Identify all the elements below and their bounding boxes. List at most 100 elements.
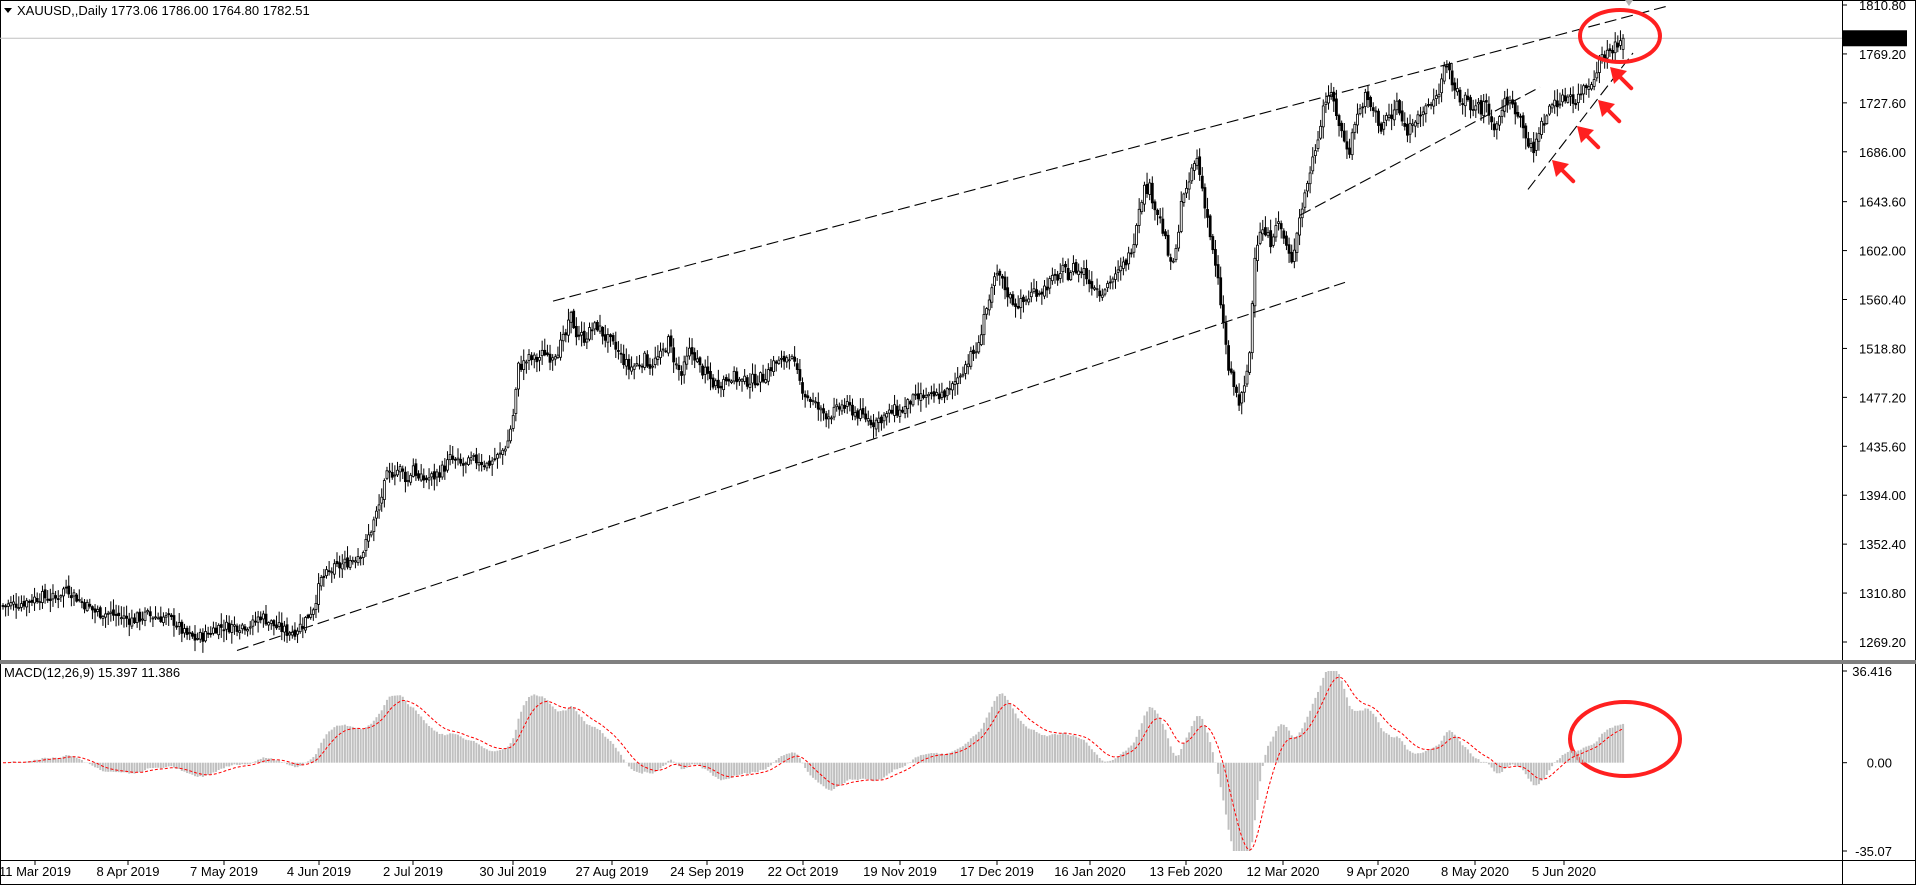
candle-body: [1492, 123, 1496, 131]
candle-body: [1495, 123, 1499, 130]
candle-body: [477, 462, 481, 466]
candle-body: [1177, 231, 1181, 249]
candle-body: [1576, 93, 1580, 104]
candle-body: [548, 353, 552, 363]
candle-body: [467, 457, 470, 465]
red-arrow-icon-head: [1552, 160, 1569, 177]
candle-body: [627, 358, 631, 370]
candle-body: [490, 460, 494, 465]
candle-body: [1240, 392, 1244, 404]
candle-body: [1256, 244, 1259, 262]
candle-body: [1303, 192, 1307, 208]
candle-body: [304, 617, 307, 631]
candle-body: [330, 571, 334, 574]
candle-body: [630, 366, 633, 372]
candle-body: [874, 419, 878, 430]
upper-channel-trendline: [552, 5, 1669, 302]
candle-body: [1119, 265, 1123, 272]
candle-body: [496, 454, 499, 459]
candle-body: [1519, 115, 1522, 118]
candle-body: [456, 457, 460, 461]
candle-body: [727, 378, 731, 382]
candle-body: [1164, 231, 1167, 237]
candle-body: [1421, 111, 1425, 116]
candle-body: [927, 393, 931, 397]
candle-body: [1434, 95, 1438, 99]
candle-body: [219, 624, 223, 628]
candle-body: [217, 624, 221, 636]
candle-body: [1174, 248, 1178, 261]
candle-body: [703, 366, 707, 375]
candle-body: [1229, 368, 1233, 373]
candle-body: [645, 354, 649, 367]
candle-body: [745, 377, 749, 387]
candle-body: [964, 364, 967, 374]
candle-body: [85, 601, 89, 612]
candle-body: [367, 534, 370, 542]
candle-body: [1040, 291, 1044, 295]
price-tick-label: 1602.00: [1859, 244, 1906, 259]
candle-body: [1264, 227, 1267, 236]
candle-body: [1313, 150, 1317, 157]
lower-channel-trendline: [236, 281, 1346, 651]
candle-body: [1316, 139, 1320, 149]
candle-body: [62, 588, 65, 597]
candle-body: [1098, 290, 1102, 297]
candle-body: [674, 363, 678, 366]
candle-body: [185, 627, 189, 635]
candle-body: [872, 422, 875, 428]
candle-body: [1458, 89, 1462, 103]
candle-body: [96, 609, 100, 612]
short-support-trendline: [1299, 86, 1541, 216]
candle-body: [1521, 115, 1525, 129]
candle-body: [493, 458, 497, 461]
candle-body: [385, 470, 389, 479]
candle-body: [1143, 184, 1146, 205]
candle-body: [104, 613, 107, 618]
candle-body: [1019, 298, 1023, 308]
candle-body: [819, 407, 823, 411]
candle-body: [1379, 123, 1383, 132]
candle-body: [1298, 217, 1301, 236]
candle-body: [567, 319, 570, 336]
candle-body: [1569, 94, 1572, 97]
candle-body: [811, 399, 815, 402]
candle-body: [1616, 42, 1620, 48]
candle-body: [469, 457, 473, 461]
candle-body: [546, 352, 549, 355]
candle-body: [924, 394, 928, 398]
candle-body: [464, 462, 468, 465]
candle-body: [682, 361, 686, 376]
candle-body: [296, 630, 299, 635]
candle-body: [572, 310, 576, 329]
candle-body: [1258, 231, 1262, 244]
candle-body: [1074, 262, 1078, 274]
candle-body: [501, 449, 505, 455]
current-price-tag: [1843, 30, 1907, 47]
candle-body: [766, 369, 770, 382]
candle-body: [409, 474, 413, 483]
candle-body: [582, 330, 586, 343]
candle-body: [190, 632, 194, 637]
candle-body: [293, 629, 297, 637]
candle-body: [1037, 292, 1041, 295]
candle-body: [551, 357, 555, 361]
candle-body: [198, 631, 202, 640]
macd-signal-line: [3, 676, 1624, 851]
candle-body: [453, 458, 457, 461]
candle-body: [1195, 157, 1199, 166]
candle-body: [1361, 106, 1365, 109]
price-tick-label: 1394.00: [1859, 488, 1906, 503]
candle-body: [593, 322, 597, 330]
candle-body: [22, 600, 26, 607]
candle-body: [769, 367, 773, 372]
price-tick-label: 1269.20: [1859, 635, 1906, 650]
candle-body: [580, 332, 583, 336]
candle-body: [1279, 223, 1283, 230]
candle-body: [858, 409, 862, 419]
candle-body: [982, 314, 986, 336]
candle-body: [1611, 49, 1614, 54]
candle-body: [935, 392, 939, 396]
candle-body: [1398, 100, 1401, 114]
